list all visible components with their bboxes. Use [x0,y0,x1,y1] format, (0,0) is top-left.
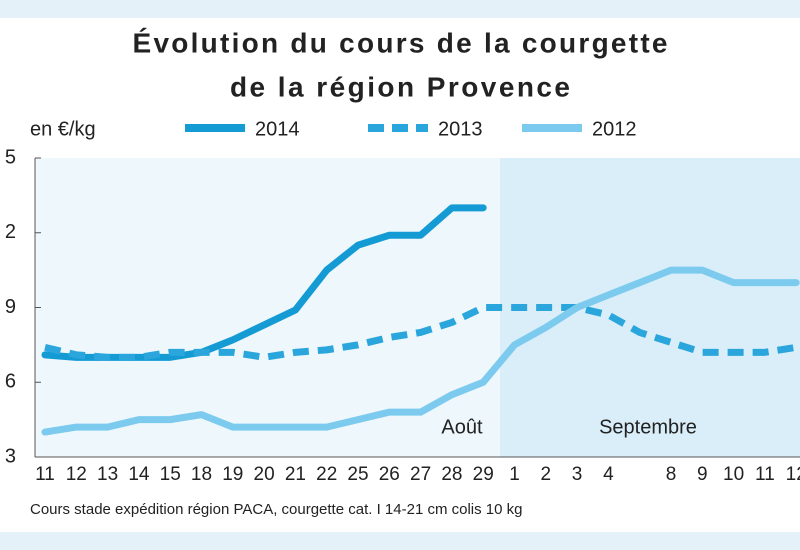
x-tick-label: 19 [222,464,243,485]
bottom-band [0,532,800,550]
y-tick-label: 6 [5,371,16,393]
y-tick-label: 2 [5,221,16,243]
x-tick-label: 2 [541,464,552,485]
top-band [0,0,800,18]
x-tick-label: 26 [379,464,400,485]
x-tick-label: 10 [723,464,744,485]
x-tick-label: 1 [509,464,520,485]
chart-title: Évolution du cours de la courgette [133,27,668,58]
legend-label: 2012 [592,118,637,140]
x-tick-label: 21 [285,464,306,485]
x-tick-label: 3 [572,464,583,485]
x-tick-label: 14 [128,464,150,485]
x-tick-label: 25 [347,464,368,485]
x-tick-label: 4 [603,464,614,485]
x-tick-label: 18 [191,464,212,485]
x-tick-label: 27 [410,464,431,485]
x-tick-label: 11 [35,464,55,485]
x-tick-label: 11 [755,464,775,485]
x-tick-label: 9 [697,464,708,485]
series-line [41,204,487,361]
y-tick-label: 9 [5,296,16,318]
series-line [44,304,797,361]
x-tick-label: 28 [441,464,462,485]
x-tick-label: 12 [66,464,87,485]
y-tick-label: 5 [5,146,16,168]
y-tick-label: 3 [5,445,16,467]
legend-label: 2013 [438,118,483,140]
source-note: Cours stade expédition région PACA, cour… [30,501,522,518]
y-axis-label: en €/kg [30,118,96,140]
x-tick-label: 12 [786,464,800,485]
x-tick-label: 13 [97,464,118,485]
x-tick-label: 20 [254,464,275,485]
x-tick-label: 15 [160,464,181,485]
annotation: Août [441,416,483,438]
x-tick-label: 8 [666,464,677,485]
x-tick-label: 29 [473,464,494,485]
series-line [41,266,800,436]
chart-subtitle: de la région Provence [230,71,570,102]
legend-label: 2014 [255,118,300,140]
annotation: Septembre [599,416,697,438]
x-tick-label: 22 [316,464,337,485]
